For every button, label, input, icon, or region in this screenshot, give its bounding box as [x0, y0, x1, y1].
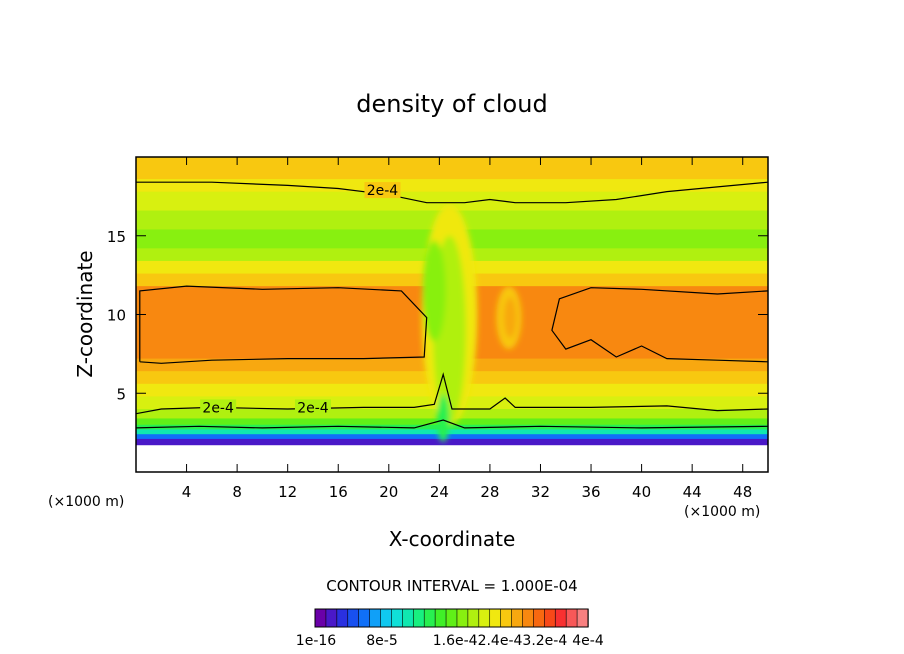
colorbar-swatch: [500, 608, 513, 628]
colorbar-swatch: [478, 608, 491, 628]
density-band: [136, 179, 768, 193]
x-tick-label: 12: [278, 483, 297, 501]
contour-lower: [136, 372, 768, 415]
y-axis: 5 10 15: [107, 228, 768, 403]
colorbar-swatch: [325, 608, 338, 628]
colorbar-swatch: [434, 608, 447, 628]
contour-label-bg: [364, 182, 401, 199]
x-unit-label-right: (×1000 m): [684, 504, 760, 520]
contour-label-bg: [200, 399, 237, 416]
colorbar-swatch: [445, 608, 458, 628]
density-band: [136, 434, 768, 440]
x-unit-label-left: (×1000 m): [48, 494, 124, 510]
y-tick-label: 10: [107, 307, 126, 325]
contour-interval-text: CONTOUR INTERVAL = 1.000E-04: [326, 577, 577, 595]
x-tick-label: 48: [733, 483, 752, 501]
colorbar-swatch: [489, 608, 502, 628]
contour-label-group: 2e-4 2e-4 2e-4: [200, 182, 401, 416]
contour-anvil-left: [139, 285, 428, 364]
colorbar-swatch: [380, 608, 393, 628]
surface-peak: [436, 394, 450, 443]
y-tick-label: 5: [116, 385, 126, 403]
x-tick-label: 36: [581, 483, 600, 501]
colorbar-swatch: [554, 608, 567, 628]
y-axis-title: Z-coordinate: [73, 250, 97, 377]
contour-label-bg: [294, 399, 331, 416]
colorbar-swatch: [456, 608, 469, 628]
colorbar-swatch: [565, 608, 578, 628]
colorbar-swatch: [544, 608, 556, 628]
colorbar-swatch: [576, 608, 589, 628]
density-band: [136, 157, 768, 180]
x-tick-label: 16: [329, 483, 348, 501]
contour-label: 2e-4: [297, 400, 329, 416]
x-tick-label: 8: [232, 483, 242, 501]
colorbar-swatch: [358, 608, 371, 628]
x-tick-label: 40: [632, 483, 651, 501]
density-features: [421, 204, 522, 443]
x-tick-label: 4: [182, 483, 192, 501]
x-tick-label: 24: [430, 483, 449, 501]
x-tick-label: 20: [379, 483, 398, 501]
colorbar-swatch: [412, 608, 425, 628]
colorbar-label: 1e-16: [296, 633, 336, 649]
density-band: [136, 429, 768, 435]
density-band: [136, 445, 768, 472]
colorbar-swatch: [391, 608, 404, 628]
contour-base: [136, 419, 768, 429]
colorbar-swatch: [314, 608, 327, 628]
colorbar-swatch: [467, 608, 480, 628]
central-column-edge: [422, 240, 446, 342]
density-band: [136, 438, 768, 446]
contour-upper: [136, 181, 768, 204]
contour-label: 2e-4: [202, 400, 234, 416]
chart-title: density of cloud: [356, 90, 547, 118]
dipole-right-core: [503, 297, 517, 339]
colorbar-frame: [314, 608, 589, 628]
colorbar-swatch: [347, 608, 360, 628]
plot-area: [136, 157, 768, 472]
contour-lines: [136, 181, 768, 429]
colorbar-label: 8e-5: [366, 633, 397, 649]
colorbar-swatch: [511, 608, 524, 628]
colorbar-swatch: [336, 608, 349, 628]
density-band: [136, 191, 768, 212]
y-tick-label: 15: [107, 228, 126, 246]
colorbar-label: 1.6e-42.4e-43.2e-4: [433, 633, 568, 649]
x-tick-label: 32: [531, 483, 550, 501]
x-tick-label: 44: [683, 483, 702, 501]
colorbar-swatch: [402, 608, 414, 628]
density-band: [136, 424, 768, 430]
colorbar-swatch: [369, 608, 382, 628]
x-tick-label: 28: [480, 483, 499, 501]
contour-anvil-right: [551, 287, 768, 363]
colorbar-swatch: [533, 608, 546, 628]
x-axis-title: X-coordinate: [389, 527, 516, 551]
colorbar-swatch: [522, 608, 535, 628]
colorbar-swatch: [423, 608, 436, 628]
colorbar-label: 4e-4: [572, 633, 604, 649]
x-axis: 4 8 12 16 20 24 28 32 36 40 44 48: [182, 157, 752, 501]
colorbar: [314, 608, 589, 628]
contour-label: 2e-4: [367, 183, 399, 199]
colorbar-labels: 1e-16 8e-5 1.6e-42.4e-43.2e-4 4e-4: [296, 633, 604, 649]
